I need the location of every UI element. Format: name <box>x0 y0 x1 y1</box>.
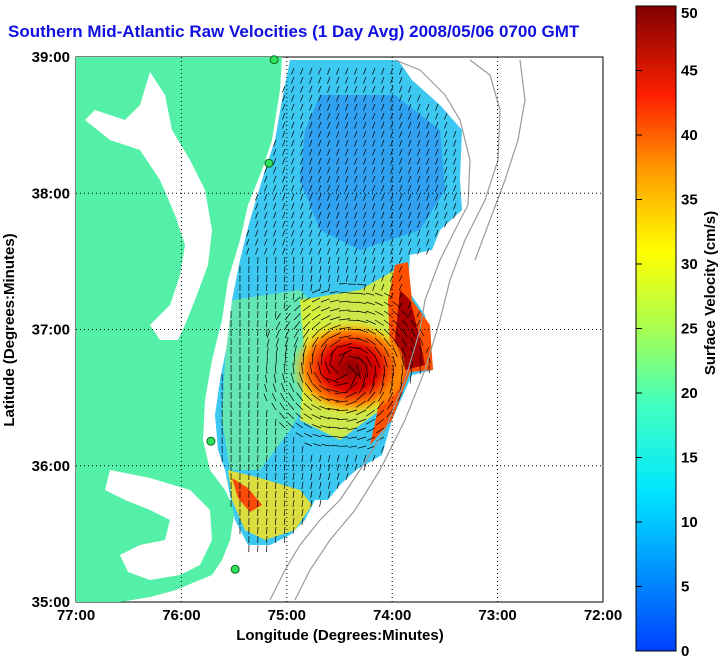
x-tick-label: 74:00 <box>373 607 411 624</box>
velocity-gulfstream-core <box>395 290 425 370</box>
x-tick-label: 75:00 <box>268 607 306 624</box>
y-tick-label: 39:00 <box>32 49 70 66</box>
x-axis-label: Longitude (Degrees:Minutes) <box>236 627 444 644</box>
x-tick-label: 72:00 <box>584 607 622 624</box>
station-marker <box>269 55 279 65</box>
colorbar-tick-label: 0 <box>681 643 689 659</box>
y-tick-label: 36:00 <box>32 458 70 475</box>
colorbar-tick-label: 10 <box>681 514 698 531</box>
x-tick-label: 77:00 <box>57 607 95 624</box>
colorbar-tick-label: 35 <box>681 192 698 209</box>
colorbar-tick-label: 50 <box>681 5 698 22</box>
velocity-south-red <box>232 478 262 512</box>
x-tick-label: 73:00 <box>478 607 516 624</box>
colorbar-tick-label: 45 <box>681 63 698 80</box>
colorbar-tick-label: 15 <box>681 450 698 467</box>
colorbar-tick-labels: 0 5 10 15 20 25 30 35 40 45 50 <box>636 5 698 659</box>
colorbar-tick-label: 5 <box>681 579 689 596</box>
bathymetry-contours <box>269 59 526 601</box>
y-tick-label: 37:00 <box>32 322 70 339</box>
chesapeake-bay <box>85 72 212 340</box>
x-tick-label: 76:00 <box>162 607 200 624</box>
colorbar-tick-label: 25 <box>681 321 698 338</box>
y-tick-labels: 39:00 38:00 37:00 36:00 35:00 <box>32 49 70 611</box>
station-marker <box>206 436 216 446</box>
y-tick-label: 38:00 <box>32 185 70 202</box>
colorbar-tick-label: 40 <box>681 127 698 144</box>
map-grid <box>76 57 603 602</box>
map-title: Southern Mid-Atlantic Raw Velocities (1 … <box>8 22 580 41</box>
pamlico-sound <box>105 470 212 580</box>
colorbar-tick-label: 20 <box>681 385 698 402</box>
colorbar-label: Surface Velocity (cm/s) <box>702 211 719 375</box>
x-tick-labels: 77:00 76:00 75:00 74:00 73:00 72:00 <box>57 607 622 624</box>
radar-stations <box>206 55 279 574</box>
station-marker <box>264 158 274 168</box>
velocity-vectors <box>221 67 457 553</box>
colorbar-tick-label: 30 <box>681 256 698 273</box>
station-marker <box>230 564 240 574</box>
y-axis-label: Latitude (Degrees:Minutes) <box>1 233 18 426</box>
y-tick-label: 35:00 <box>32 594 70 611</box>
